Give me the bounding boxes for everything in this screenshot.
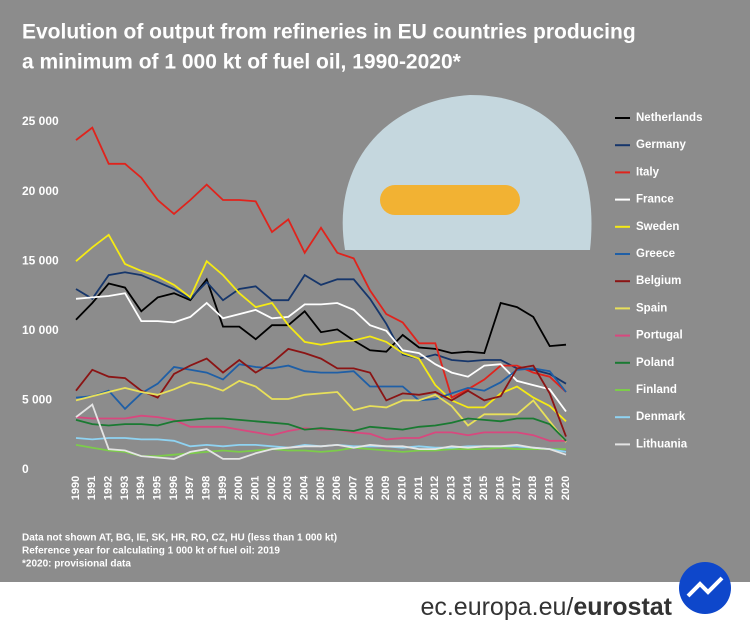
x-tick-label: 1997 <box>184 476 196 500</box>
chart-title: Evolution of output from refineries in E… <box>22 21 636 44</box>
x-tick-label: 2012 <box>429 476 441 500</box>
x-tick-label: 2000 <box>233 476 245 500</box>
chart-title: a minimum of 1 000 kt of fuel oil, 1990-… <box>22 51 462 74</box>
legend-label: Italy <box>636 166 660 178</box>
legend-label: Netherlands <box>636 112 702 124</box>
x-tick-label: 2013 <box>446 476 458 500</box>
legend-label: Belgium <box>636 275 681 287</box>
x-tick-label: 2017 <box>511 476 523 500</box>
y-tick-label: 15 000 <box>22 253 59 267</box>
x-tick-label: 1996 <box>168 476 180 500</box>
x-tick-label: 2008 <box>364 476 376 500</box>
series-line <box>75 444 566 457</box>
y-tick-label: 25 000 <box>22 114 59 128</box>
x-tick-label: 2014 <box>462 475 474 500</box>
y-tick-label: 5 000 <box>22 393 52 407</box>
legend-label: Poland <box>636 357 674 369</box>
series-line <box>75 277 567 355</box>
series-line <box>75 271 567 385</box>
y-tick-label: 20 000 <box>22 184 59 198</box>
footnote: Reference year for calculating 1 000 kt … <box>22 546 280 557</box>
series-line <box>75 347 567 437</box>
x-tick-label: 1992 <box>103 476 115 500</box>
series-line <box>75 417 567 442</box>
legend-label: Denmark <box>636 411 686 423</box>
footer-text: ec.europa.eu/eurostat <box>420 593 672 621</box>
footer-site: ec.europa.eu/ <box>420 593 573 621</box>
legend-label: Germany <box>636 139 686 151</box>
x-tick-label: 1998 <box>201 476 213 500</box>
illustration-tank <box>380 185 520 215</box>
series-line <box>75 292 567 413</box>
x-tick-label: 1994 <box>135 475 147 500</box>
x-tick-label: 2018 <box>527 476 539 500</box>
x-tick-label: 2003 <box>282 476 294 500</box>
y-tick-label: 10 000 <box>22 323 59 337</box>
x-tick-label: 2015 <box>478 476 490 500</box>
series-line <box>75 363 567 411</box>
x-tick-label: 2016 <box>495 476 507 500</box>
background <box>0 0 750 582</box>
footnote: *2020: provisional data <box>22 559 131 570</box>
x-tick-label: 2004 <box>299 475 311 500</box>
x-tick-label: 2010 <box>397 476 409 500</box>
x-tick-label: 1993 <box>119 476 131 500</box>
logo-mark <box>686 576 724 598</box>
x-tick-label: 1995 <box>152 476 164 500</box>
legend-label: Lithuania <box>636 438 688 450</box>
footer-brand: eurostat <box>573 593 672 621</box>
x-tick-label: 2002 <box>266 476 278 500</box>
legend-label: Finland <box>636 384 677 396</box>
legend-label: Portugal <box>636 330 683 342</box>
series-line <box>75 126 567 399</box>
x-tick-label: 1990 <box>70 476 82 500</box>
series-line <box>75 403 567 460</box>
footnote: Data not shown AT, BG, IE, SK, HR, RO, C… <box>22 533 337 544</box>
legend-label: Sweden <box>636 221 679 233</box>
x-tick-label: 2005 <box>315 476 327 500</box>
series-line <box>75 414 566 442</box>
x-tick-label: 2020 <box>560 476 572 500</box>
x-tick-label: 2011 <box>413 476 425 500</box>
x-tick-label: 2007 <box>348 476 360 500</box>
y-tick-label: 0 <box>22 462 29 476</box>
x-tick-label: 2009 <box>380 476 392 500</box>
x-tick-label: 1991 <box>86 476 98 500</box>
series-line <box>75 233 567 422</box>
legend-label: France <box>636 194 674 206</box>
x-tick-label: 2019 <box>544 476 556 500</box>
legend-label: Greece <box>636 248 675 260</box>
x-tick-label: 2006 <box>331 476 343 500</box>
legend-label: Spain <box>636 302 667 314</box>
x-tick-label: 1999 <box>217 476 229 500</box>
series-line <box>75 379 567 443</box>
x-tick-label: 2001 <box>250 476 262 500</box>
footer-band <box>0 582 750 632</box>
